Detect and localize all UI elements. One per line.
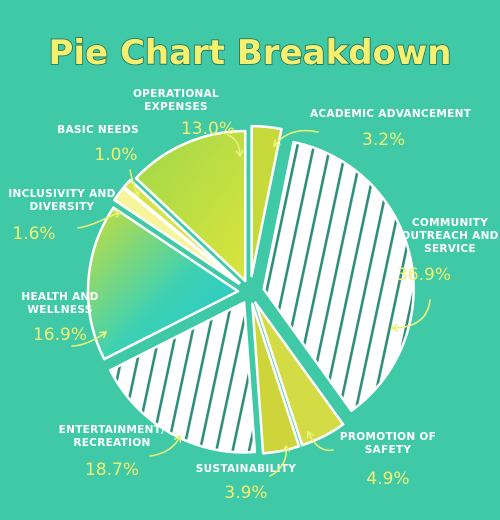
slice-label-0-line-0: ACADEMIC ADVANCEMENT <box>310 108 472 120</box>
slice-arrowhead-8 <box>235 149 244 158</box>
slice-label-4-line-1: RECREATION <box>73 437 150 449</box>
pie-slice-0 <box>250 124 283 278</box>
chart-title: Pie Chart Breakdown <box>48 33 451 73</box>
pie-slice-2 <box>254 301 345 447</box>
slice-arrow-4 <box>149 435 181 457</box>
slice-percent-3: 3.9% <box>224 483 267 503</box>
slice-arrowhead-2 <box>306 430 314 439</box>
slice-percent-8: 13.0% <box>181 119 235 139</box>
slice-percent-4: 18.7% <box>85 460 139 480</box>
slice-percent-5: 16.9% <box>33 325 87 345</box>
slice-label-6-line-0: INCLUSIVITY AND <box>8 188 115 200</box>
slice-arrow-3 <box>269 445 288 477</box>
slice-arrow-8 <box>227 134 241 157</box>
slice-arrow-6 <box>77 211 121 229</box>
slice-percent-1: 36.9% <box>397 265 451 285</box>
slice-label-4-line-0: ENTERTAINMENT/ <box>59 424 166 436</box>
slice-arrow-5 <box>71 331 107 347</box>
slice-percent-7: 1.0% <box>94 145 137 165</box>
slice-arrowhead-0 <box>272 139 281 148</box>
pie-labels: ACADEMIC ADVANCEMENT 3.2% COMMUNITYOUTREAC… <box>8 88 498 503</box>
slice-arrowhead-1 <box>390 323 399 332</box>
slice-label-5-line-1: WELLNESS <box>27 304 92 316</box>
slice-label-1-line-1: OUTREACH AND <box>401 230 498 242</box>
pie-slices <box>86 124 415 455</box>
slice-label-1-line-0: COMMUNITY <box>412 217 488 229</box>
slice-percent-0: 3.2% <box>362 130 405 150</box>
pie-slice-4 <box>109 301 257 454</box>
slice-arrowhead-7 <box>132 189 140 198</box>
pie-slice-7 <box>122 178 241 284</box>
slice-label-2-line-0: PROMOTION OF <box>340 431 436 443</box>
slice-arrowhead-5 <box>99 331 108 339</box>
slice-label-8-line-1: EXPENSES <box>144 101 208 113</box>
pie-arrows <box>71 129 431 477</box>
pie-slice-5 <box>86 206 240 361</box>
pie-slice-1 <box>262 140 415 412</box>
pie-slice-3 <box>251 302 301 455</box>
slice-label-8-line-0: OPERATIONAL <box>133 88 219 100</box>
slice-label-1-line-2: SERVICE <box>424 243 476 255</box>
slice-arrowhead-3 <box>282 444 291 453</box>
slice-label-2-line-1: SAFETY <box>365 444 412 456</box>
slice-label-5-line-0: HEALTH AND <box>21 291 98 303</box>
slice-label-7-line-0: BASIC NEEDS <box>57 124 139 136</box>
slice-label-3-line-0: SUSTAINABILITY <box>196 463 297 475</box>
slice-percent-2: 4.9% <box>366 469 409 489</box>
slice-label-6-line-1: DIVERSITY <box>30 201 95 213</box>
pie-slice-8 <box>134 129 247 283</box>
slice-arrow-2 <box>307 431 334 452</box>
slice-arrow-7 <box>129 169 139 197</box>
slice-percent-6: 1.6% <box>12 224 55 244</box>
slice-arrowhead-4 <box>174 434 182 443</box>
slice-arrow-0 <box>273 129 319 147</box>
slice-arrowhead-6 <box>113 210 122 218</box>
slice-arrow-1 <box>391 299 431 329</box>
